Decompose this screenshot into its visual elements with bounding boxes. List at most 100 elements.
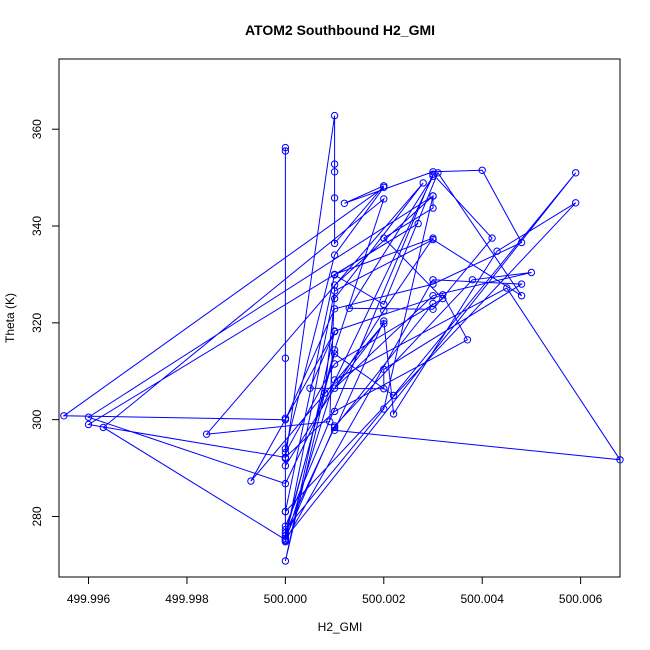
y-tick-label: 340	[30, 216, 44, 236]
x-tick-label: 500.002	[362, 592, 406, 606]
data-point	[281, 354, 290, 362]
x-tick-label: 499.998	[165, 592, 209, 606]
data-point	[202, 430, 211, 438]
data-point	[330, 281, 339, 289]
data-point	[330, 160, 339, 168]
x-axis: 499.996 499.998 500.000 500.002 500.004 500.0…	[67, 576, 603, 606]
data-point	[330, 194, 339, 202]
data-point	[99, 423, 108, 432]
data-point	[429, 276, 437, 284]
data-point	[439, 294, 447, 303]
data-point	[330, 426, 339, 434]
data-point	[281, 507, 290, 516]
data-point	[439, 291, 447, 299]
data-point	[326, 417, 334, 426]
data-point	[488, 234, 496, 242]
data-point	[517, 292, 526, 300]
data-point	[330, 346, 339, 354]
data-point	[503, 284, 511, 292]
data-point	[468, 276, 477, 284]
data-point	[340, 199, 349, 208]
data-point	[429, 170, 437, 178]
chart-title: ATOM2 Southbound H2_GMI	[245, 22, 435, 38]
data-point	[414, 219, 422, 228]
data-point	[429, 168, 437, 176]
data-point	[429, 292, 437, 300]
data-point	[517, 238, 526, 247]
y-tick-label: 280	[30, 506, 44, 526]
data-point	[330, 271, 339, 279]
data-point	[380, 320, 388, 328]
data-point	[330, 111, 339, 120]
data-point	[84, 413, 93, 421]
data-point	[247, 477, 255, 485]
data-point	[281, 529, 290, 537]
data-point	[330, 287, 339, 295]
data-point	[84, 420, 93, 429]
data-point	[330, 305, 339, 313]
x-tick-label: 499.996	[67, 592, 111, 606]
data-point	[572, 169, 580, 177]
data-point	[380, 183, 388, 192]
data-point	[429, 204, 437, 212]
data-point	[330, 376, 339, 384]
data-point	[281, 445, 290, 453]
data-point	[321, 389, 329, 397]
data-point	[281, 448, 290, 457]
data-point	[380, 365, 388, 373]
data-point	[419, 179, 427, 187]
data-point	[330, 407, 339, 416]
data-point	[380, 317, 388, 325]
series-line	[62, 115, 621, 562]
data-point	[463, 336, 472, 344]
data-point	[429, 299, 437, 308]
x-tick-label: 500.000	[264, 592, 308, 606]
data-point	[478, 166, 486, 175]
data-point	[389, 410, 398, 418]
data-point	[434, 169, 442, 177]
data-point	[429, 235, 437, 244]
data-point	[281, 534, 290, 542]
data-point	[330, 384, 339, 392]
data-point	[306, 384, 314, 392]
data-point	[429, 172, 437, 180]
data-point	[281, 416, 290, 424]
x-axis-label: H2_GMI	[318, 620, 363, 634]
x-tick-label: 500.006	[559, 592, 603, 606]
data-point	[330, 168, 339, 176]
data-point	[429, 305, 437, 313]
data-point	[281, 479, 290, 488]
data-point	[281, 462, 290, 470]
data-point	[330, 327, 339, 336]
data-point	[60, 412, 68, 420]
y-axis-label: Theta (K)	[3, 293, 17, 343]
data-point	[330, 239, 339, 248]
data-point	[429, 280, 437, 288]
data-point	[389, 391, 398, 400]
data-point	[527, 268, 536, 277]
x-tick-label: 500.004	[461, 592, 505, 606]
data-point	[380, 405, 388, 413]
data-point	[380, 234, 388, 242]
data-point	[281, 453, 290, 462]
data-point	[330, 423, 339, 432]
data-point	[330, 251, 339, 259]
y-tick-label: 300	[30, 409, 44, 429]
data-point	[281, 147, 290, 155]
data-point	[330, 350, 339, 358]
data-point	[281, 143, 290, 152]
data-point	[429, 192, 437, 200]
y-tick-label: 360	[30, 119, 44, 139]
data-point	[493, 247, 501, 255]
series-lines	[62, 115, 621, 562]
data-point	[380, 300, 388, 309]
data-point	[345, 304, 353, 312]
data-point	[281, 537, 290, 545]
data-point	[572, 199, 580, 207]
data-point	[380, 195, 388, 203]
data-point	[616, 456, 624, 464]
data-point	[281, 525, 290, 534]
series-points	[60, 111, 624, 565]
